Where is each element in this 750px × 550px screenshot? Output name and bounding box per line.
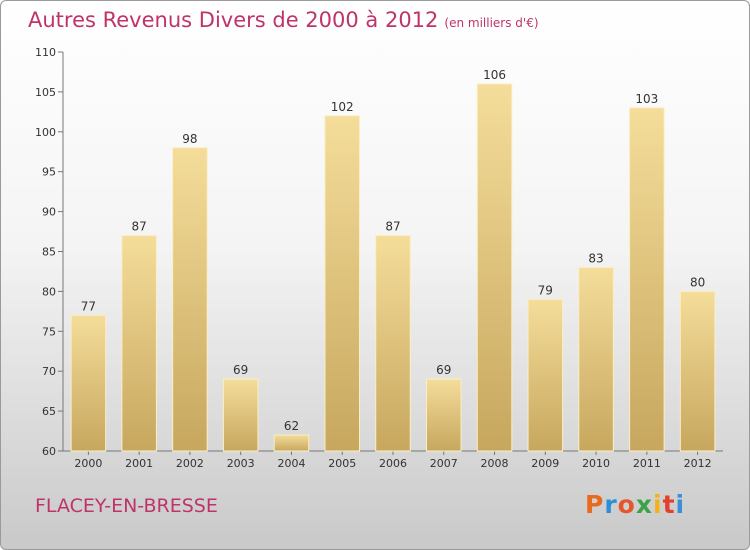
data-label-2009: 79 xyxy=(538,283,553,297)
x-tick-label-2009: 2009 xyxy=(531,457,559,470)
x-tick-label-2010: 2010 xyxy=(582,457,610,470)
y-tick-label: 65 xyxy=(42,405,56,418)
bar-2001 xyxy=(121,235,157,452)
bar-2006 xyxy=(375,235,411,452)
logo-letter: i xyxy=(675,490,686,519)
bar-2004 xyxy=(273,434,310,452)
x-tick-label-2011: 2011 xyxy=(633,457,661,470)
bar-2009 xyxy=(527,298,564,452)
data-label-2008: 106 xyxy=(483,68,506,82)
y-tick-label: 80 xyxy=(42,285,56,298)
data-label-2000: 77 xyxy=(81,299,96,313)
x-tick-label-2008: 2008 xyxy=(481,457,509,470)
logo-letter: P xyxy=(585,490,605,519)
logo-letter: x xyxy=(635,490,653,519)
x-tick-label-2007: 2007 xyxy=(430,457,458,470)
y-tick-label: 60 xyxy=(42,445,56,458)
bar-2003 xyxy=(222,378,259,452)
bar-layer xyxy=(70,83,716,452)
data-label-2004: 62 xyxy=(284,419,299,433)
data-label-2006: 87 xyxy=(385,220,400,234)
bar-2007 xyxy=(426,378,462,452)
x-tick-label-2006: 2006 xyxy=(379,457,407,470)
y-tick-label: 110 xyxy=(35,46,56,59)
y-tick-label: 85 xyxy=(42,246,56,259)
commune-name: FLACEY-EN-BRESSE xyxy=(35,495,218,517)
title-unit: (en milliers d'€) xyxy=(444,16,539,30)
bar-2002 xyxy=(172,147,208,452)
logo-letter: r xyxy=(604,490,618,519)
data-label-2011: 103 xyxy=(635,92,658,106)
x-tick-label-2003: 2003 xyxy=(227,457,255,470)
logo-letter: o xyxy=(617,490,636,519)
bar-2000 xyxy=(70,314,107,452)
chart-title: Autres Revenus Divers de 2000 à 2012 (en … xyxy=(28,8,539,32)
y-tick-label: 90 xyxy=(42,206,56,219)
bar-2010 xyxy=(578,266,614,452)
bar-2005 xyxy=(324,115,360,452)
data-label-2007: 69 xyxy=(436,363,451,377)
data-label-2010: 83 xyxy=(588,251,603,265)
x-tick-label-2000: 2000 xyxy=(74,457,102,470)
data-label-2003: 69 xyxy=(233,363,248,377)
label-layer: 77 87 98 69 62 102 87 69 106 79 83 103 80 xyxy=(81,68,706,433)
y-tick-label: 100 xyxy=(35,126,56,139)
data-label-2005: 102 xyxy=(331,100,354,114)
data-label-2012: 80 xyxy=(690,275,705,289)
y-tick-label: 95 xyxy=(42,166,56,179)
y-tick-label: 105 xyxy=(35,86,56,99)
data-label-2002: 98 xyxy=(182,132,197,146)
proxiti-logo: Proxiti xyxy=(585,490,685,519)
bar-2008 xyxy=(476,83,513,452)
y-tick-label: 75 xyxy=(42,325,56,338)
x-tick-label-2002: 2002 xyxy=(176,457,204,470)
data-label-2001: 87 xyxy=(132,220,147,234)
title-main: Autres Revenus Divers de 2000 à 2012 xyxy=(28,8,439,32)
logo-letter: t xyxy=(662,490,676,519)
bar-2012 xyxy=(679,290,716,452)
x-tick-label-2004: 2004 xyxy=(277,457,305,470)
y-tick-label: 70 xyxy=(42,365,56,378)
bar-2011 xyxy=(629,107,665,452)
x-tick-label-2012: 2012 xyxy=(684,457,712,470)
x-tick-label-2001: 2001 xyxy=(125,457,153,470)
axis-layer: 60 65 70 75 80 85 90 95 100 105 110 2000 2001 2002 200… xyxy=(35,46,723,470)
x-tick-label-2005: 2005 xyxy=(328,457,356,470)
logo-letter: i xyxy=(653,490,663,519)
